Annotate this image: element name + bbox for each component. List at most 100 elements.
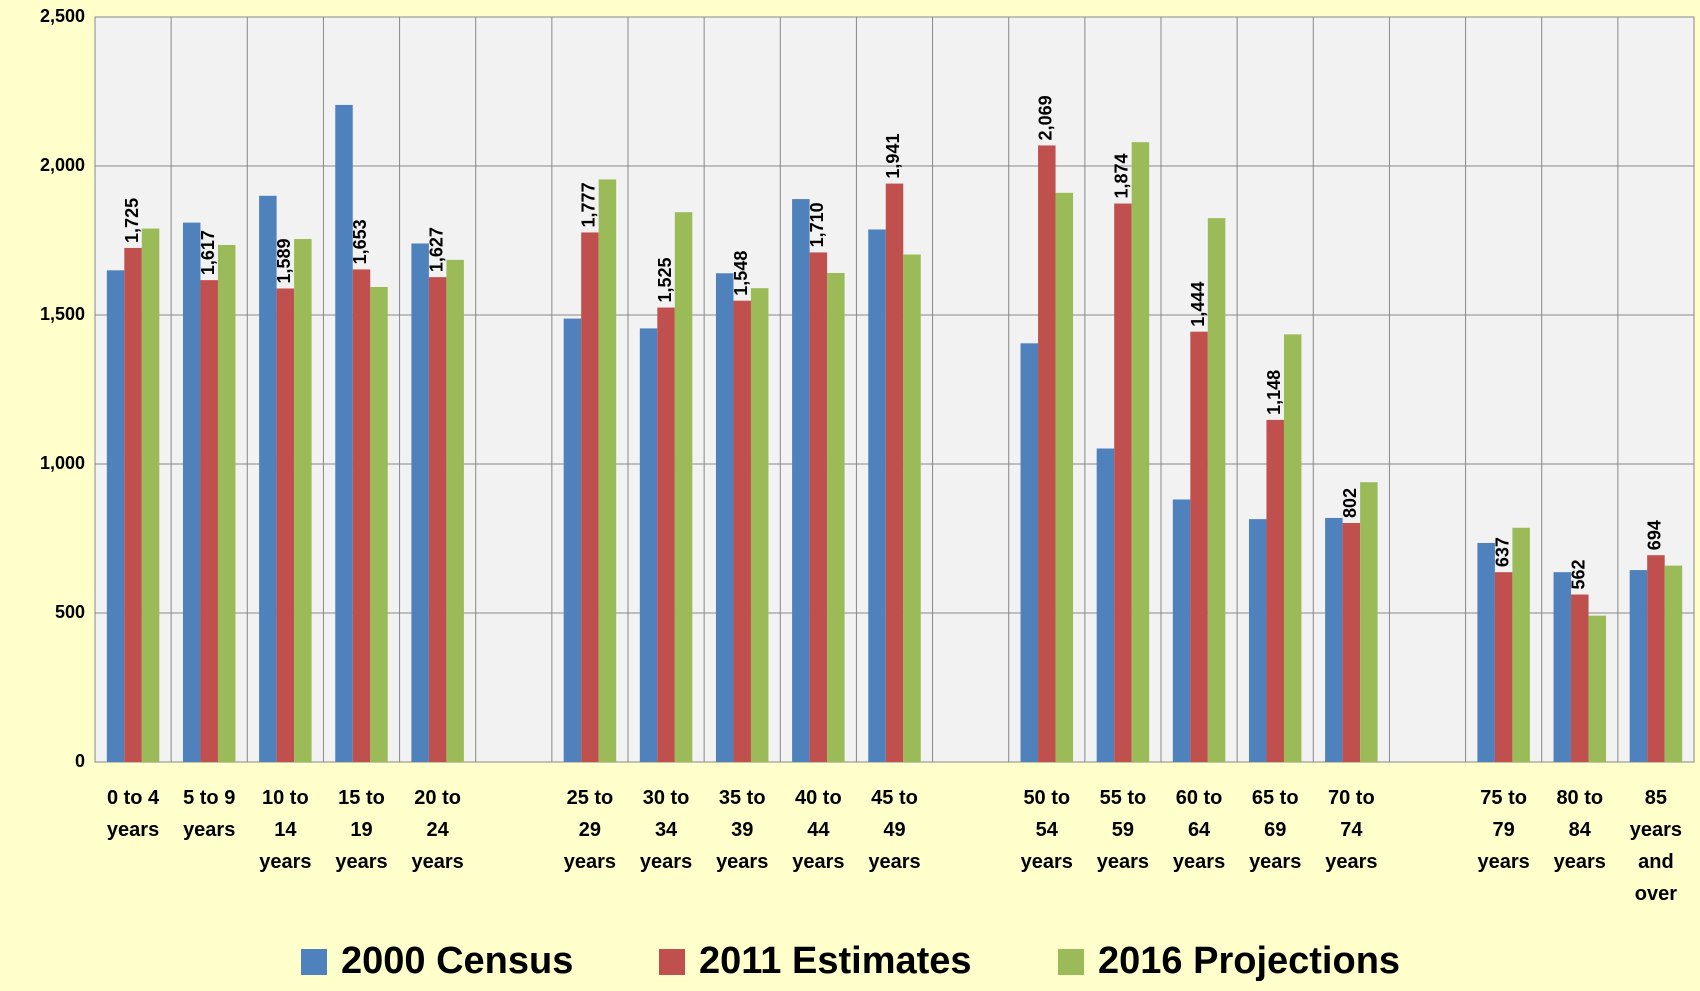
bar bbox=[1647, 555, 1665, 762]
value-label: 562 bbox=[1569, 559, 1589, 589]
bar bbox=[1248, 519, 1267, 762]
bar bbox=[1494, 572, 1513, 762]
value-label: 1,874 bbox=[1112, 154, 1132, 199]
x-tick-label: 5 to 9 years bbox=[183, 787, 235, 841]
y-tick-label: 0 bbox=[75, 751, 85, 771]
bar bbox=[1207, 218, 1226, 762]
legend-label: 2011 Estimates bbox=[699, 940, 972, 982]
bar bbox=[1131, 142, 1150, 762]
bar bbox=[750, 288, 769, 762]
bar bbox=[335, 104, 353, 762]
bar bbox=[1360, 482, 1378, 762]
bar bbox=[885, 183, 904, 762]
bar bbox=[1553, 572, 1572, 762]
x-tick-label: 40 to 44 years bbox=[792, 787, 844, 873]
bar bbox=[1477, 542, 1495, 762]
bar bbox=[827, 272, 845, 762]
bar bbox=[1588, 615, 1607, 762]
bar bbox=[1629, 570, 1648, 762]
x-tick-label: 65 to 69 years bbox=[1249, 787, 1301, 873]
bar bbox=[733, 300, 751, 762]
value-label: 1,525 bbox=[655, 258, 675, 303]
x-tick-label: 55 to 59 years bbox=[1097, 787, 1149, 873]
value-label: 1,725 bbox=[122, 198, 142, 243]
bar bbox=[1055, 192, 1074, 762]
bar bbox=[639, 328, 658, 762]
bar bbox=[1571, 594, 1589, 762]
bar bbox=[1020, 343, 1039, 762]
bar bbox=[1512, 527, 1530, 762]
bar bbox=[411, 243, 429, 763]
legend-swatch bbox=[301, 949, 327, 975]
y-tick-label: 2,000 bbox=[40, 155, 85, 175]
bar bbox=[1325, 517, 1343, 762]
bar bbox=[370, 286, 388, 762]
x-tick-label: 0 to 4 years bbox=[107, 787, 160, 841]
legend-label: 2000 Census bbox=[341, 940, 573, 982]
bar bbox=[1283, 334, 1302, 762]
bar bbox=[1342, 523, 1361, 762]
bar bbox=[276, 288, 295, 762]
x-tick-label: 35 to 39 years bbox=[716, 787, 768, 873]
x-tick-label: 60 to 64 years bbox=[1173, 787, 1225, 873]
y-tick-label: 1,000 bbox=[40, 453, 85, 473]
bar bbox=[792, 199, 810, 762]
x-tick-label: 20 to 24 years bbox=[412, 787, 464, 873]
x-tick-label: 25 to 29 years bbox=[564, 787, 616, 873]
bar bbox=[1038, 145, 1056, 763]
value-label: 1,627 bbox=[426, 227, 446, 272]
bar bbox=[106, 270, 125, 762]
bar bbox=[1096, 448, 1115, 762]
legend-swatch bbox=[659, 949, 685, 975]
bar bbox=[259, 195, 277, 763]
bar bbox=[657, 307, 675, 762]
bar bbox=[428, 277, 447, 762]
bar bbox=[182, 222, 201, 762]
bar bbox=[903, 254, 921, 763]
bar bbox=[1172, 499, 1191, 762]
x-tick-label: 30 to 34 years bbox=[640, 787, 692, 873]
value-label: 1,589 bbox=[274, 238, 294, 283]
bar bbox=[868, 229, 886, 762]
value-label: 1,941 bbox=[883, 134, 903, 179]
bar bbox=[217, 244, 236, 763]
value-label: 1,653 bbox=[350, 219, 370, 264]
bar bbox=[581, 232, 599, 763]
bar bbox=[1664, 565, 1683, 762]
bar bbox=[809, 252, 828, 763]
bar bbox=[446, 259, 464, 762]
bar bbox=[1114, 203, 1132, 763]
value-label: 1,444 bbox=[1188, 282, 1208, 327]
bar bbox=[598, 179, 617, 762]
bar bbox=[124, 247, 142, 762]
bar bbox=[352, 269, 371, 762]
value-label: 637 bbox=[1492, 537, 1512, 567]
value-label: 1,710 bbox=[807, 202, 827, 247]
bar bbox=[1190, 331, 1208, 762]
value-label: 2,069 bbox=[1036, 95, 1056, 140]
value-label: 694 bbox=[1645, 520, 1665, 550]
value-label: 1,777 bbox=[579, 182, 599, 227]
x-tick-label: 70 to 74 years bbox=[1325, 787, 1377, 873]
value-label: 1,617 bbox=[198, 230, 218, 275]
y-tick-label: 500 bbox=[55, 602, 85, 622]
x-tick-label: 15 to 19 years bbox=[335, 787, 387, 873]
legend-swatch bbox=[1058, 949, 1084, 975]
x-tick-label: 80 to 84 years bbox=[1554, 787, 1606, 873]
bar bbox=[715, 273, 734, 762]
legend-label: 2016 Projections bbox=[1098, 940, 1400, 982]
value-label: 1,148 bbox=[1264, 370, 1284, 415]
x-tick-label: 75 to 79 years bbox=[1478, 787, 1530, 873]
bar bbox=[1266, 419, 1284, 762]
x-tick-label: 50 to 54 years bbox=[1021, 787, 1073, 873]
x-tick-label: 45 to 49 years bbox=[868, 787, 920, 873]
bar bbox=[294, 239, 312, 762]
bar bbox=[674, 212, 693, 762]
y-tick-label: 1,500 bbox=[40, 304, 85, 324]
value-label: 1,548 bbox=[731, 251, 751, 296]
value-label: 802 bbox=[1340, 488, 1360, 518]
bar bbox=[200, 280, 218, 762]
y-tick-label: 2,500 bbox=[40, 6, 85, 26]
bar bbox=[141, 228, 160, 762]
